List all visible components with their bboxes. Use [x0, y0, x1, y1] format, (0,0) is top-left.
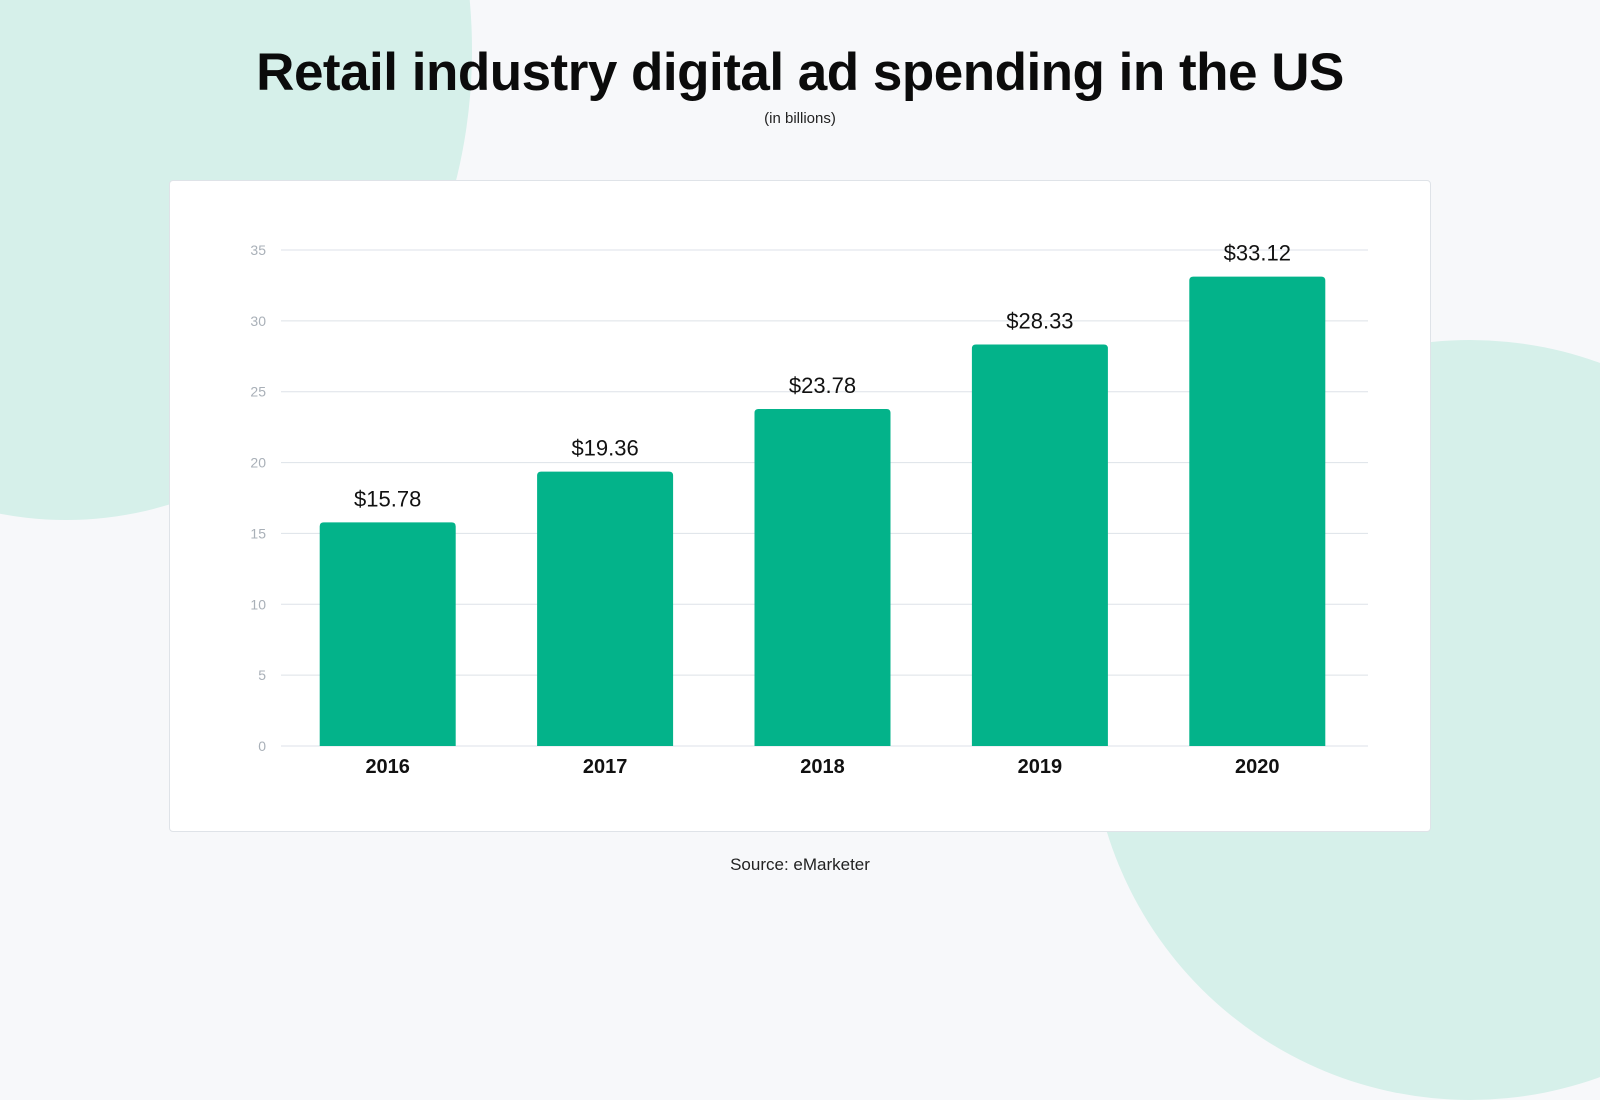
- y-tick-label: 30: [250, 313, 266, 329]
- x-tick-label-2017: 2017: [583, 756, 628, 778]
- y-tick-label: 25: [250, 384, 266, 400]
- y-tick-label: 15: [250, 525, 266, 541]
- x-tick-label-2020: 2020: [1235, 756, 1280, 778]
- x-tick-label-2016: 2016: [365, 756, 410, 778]
- value-label-2019: $28.33: [1006, 309, 1073, 334]
- value-label-2017: $19.36: [571, 436, 638, 461]
- bars: [319, 276, 1326, 746]
- value-label-2018: $23.78: [789, 373, 856, 398]
- x-tick-label-2018: 2018: [800, 756, 845, 778]
- value-labels: $15.78 $19.36 $23.78 $28.33 $33.12: [354, 241, 1291, 512]
- bar-2020: [1189, 276, 1326, 746]
- value-label-2020: $33.12: [1224, 241, 1291, 266]
- x-axis-labels: 2016 2017 2018 2019 2020: [365, 756, 1279, 778]
- y-tick-label: 0: [258, 738, 266, 754]
- chart-title: Retail industry digital ad spending in t…: [256, 43, 1344, 102]
- bar-2017: [537, 471, 674, 746]
- x-tick-label-2019: 2019: [1018, 756, 1063, 778]
- bar-2019: [971, 344, 1108, 746]
- y-tick-label: 10: [250, 596, 266, 612]
- value-label-2016: $15.78: [354, 486, 421, 511]
- source-note: Source: eMarketer: [730, 855, 870, 874]
- y-axis-ticks: 0 5 10 15 20 25 30 35: [250, 242, 266, 754]
- bar-2018: [754, 409, 891, 746]
- chart-subtitle: (in billions): [764, 110, 836, 127]
- bar-2016: [319, 522, 456, 746]
- y-tick-label: 20: [250, 455, 266, 471]
- y-tick-label: 35: [250, 242, 266, 258]
- y-tick-label: 5: [258, 667, 266, 683]
